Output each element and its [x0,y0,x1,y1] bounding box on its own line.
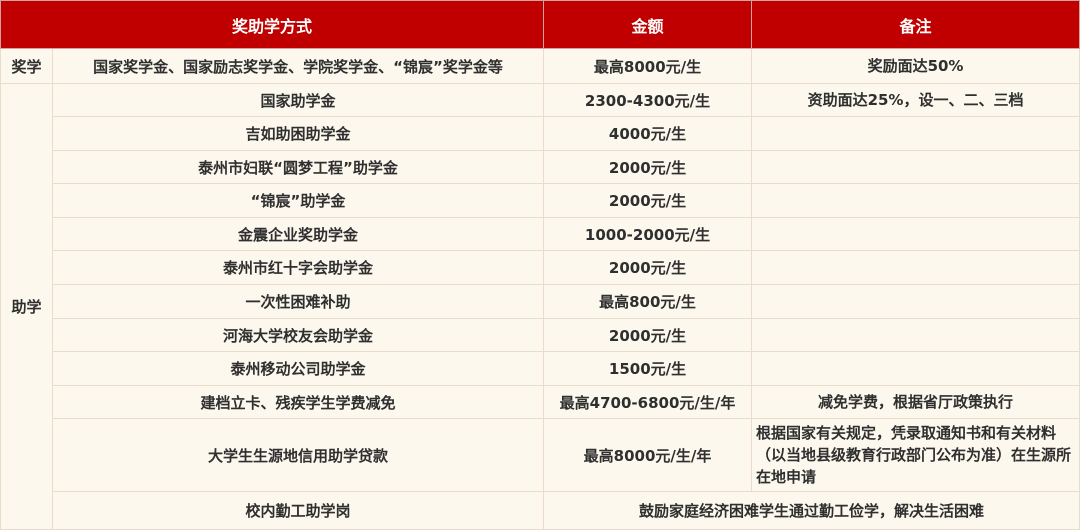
table-row: 泰州移动公司助学金 1500元/生 [1,351,1080,386]
item-amount: 2000元/生 [543,318,753,352]
item-name: 泰州市妇联“圆梦工程”助学金 [51,150,545,184]
header-method: 奖助学方式 [0,0,545,49]
scholarship-row: 奖学 国家奖学金、国家励志奖学金、学院奖学金、“锦宸”奖学金等 最高8000元/… [0,48,1080,84]
table-row: 金震企业奖助学金 1000-2000元/生 [1,217,1080,251]
item-note [751,217,1080,251]
item-note: 减免学费，根据省厅政策执行 [751,385,1080,419]
item-name: 建档立卡、残疾学生学费减免 [51,385,545,419]
item-note [751,150,1080,184]
item-amount: 最高8000元/生 [543,48,753,84]
table-row: 大学生生源地信用助学贷款 最高8000元/生/年 根据国家有关规定，凭录取通知书和有… [1,418,1080,492]
work-study-row: 校内勤工助学岗 鼓励家庭经济困难学生通过勤工俭学，解决生活困难 [1,491,1080,530]
category-aid: 助学 [0,83,53,530]
item-amount: 2000元/生 [543,183,753,218]
table-row: “锦宸”助学金 2000元/生 [1,183,1080,218]
category-scholarship: 奖学 [0,48,53,84]
item-name: 校内勤工助学岗 [51,491,545,530]
item-amount: 最高800元/生 [543,284,753,319]
item-amount: 2300-4300元/生 [543,83,753,117]
item-note: 鼓励家庭经济困难学生通过勤工俭学，解决生活困难 [543,491,1080,530]
table-row: 泰州市红十字会助学金 2000元/生 [1,250,1080,285]
item-note [751,318,1080,352]
header-amount: 金额 [543,0,753,49]
item-note: 资助面达25%，设一、二、三档 [751,83,1080,117]
table-row: 一次性困难补助 最高800元/生 [1,284,1080,319]
table-row: 泰州市妇联“圆梦工程”助学金 2000元/生 [1,150,1080,184]
header-note: 备注 [751,0,1080,49]
item-amount: 最高4700-6800元/生/年 [543,385,753,419]
item-note: 根据国家有关规定，凭录取通知书和有关材料（以当地县级教育行政部门公布为准）在生源… [751,418,1080,492]
item-name: 吉如助困助学金 [51,116,545,151]
item-amount: 最高8000元/生/年 [543,418,753,492]
item-note: 奖励面达50% [751,48,1080,84]
item-name: “锦宸”助学金 [51,183,545,218]
item-amount: 1500元/生 [543,351,753,386]
item-name: 大学生生源地信用助学贷款 [51,418,545,492]
item-name: 河海大学校友会助学金 [51,318,545,352]
item-amount: 1000-2000元/生 [543,217,753,251]
item-note [751,351,1080,386]
table-row: 助学 国家助学金 2300-4300元/生 资助面达25%，设一、二、三档 [0,83,1080,530]
item-note [751,250,1080,285]
header-row: 奖助学方式 金额 备注 [0,0,1080,49]
table-row: 河海大学校友会助学金 2000元/生 [1,318,1080,352]
item-amount: 4000元/生 [543,116,753,151]
item-name: 泰州市红十字会助学金 [51,250,545,285]
item-name: 金震企业奖助学金 [51,217,545,251]
item-amount: 2000元/生 [543,250,753,285]
item-note [751,183,1080,218]
table-row: 吉如助困助学金 4000元/生 [1,116,1080,151]
item-name: 泰州移动公司助学金 [51,351,545,386]
item-name: 国家奖学金、国家励志奖学金、学院奖学金、“锦宸”奖学金等 [51,48,545,84]
item-amount: 2000元/生 [543,150,753,184]
item-name: 国家助学金 [51,83,545,117]
item-note [751,284,1080,319]
item-name: 一次性困难补助 [51,284,545,319]
table-row: 建档立卡、残疾学生学费减免 最高4700-6800元/生/年 减免学费，根据省厅政策… [1,385,1080,419]
item-note [751,116,1080,151]
